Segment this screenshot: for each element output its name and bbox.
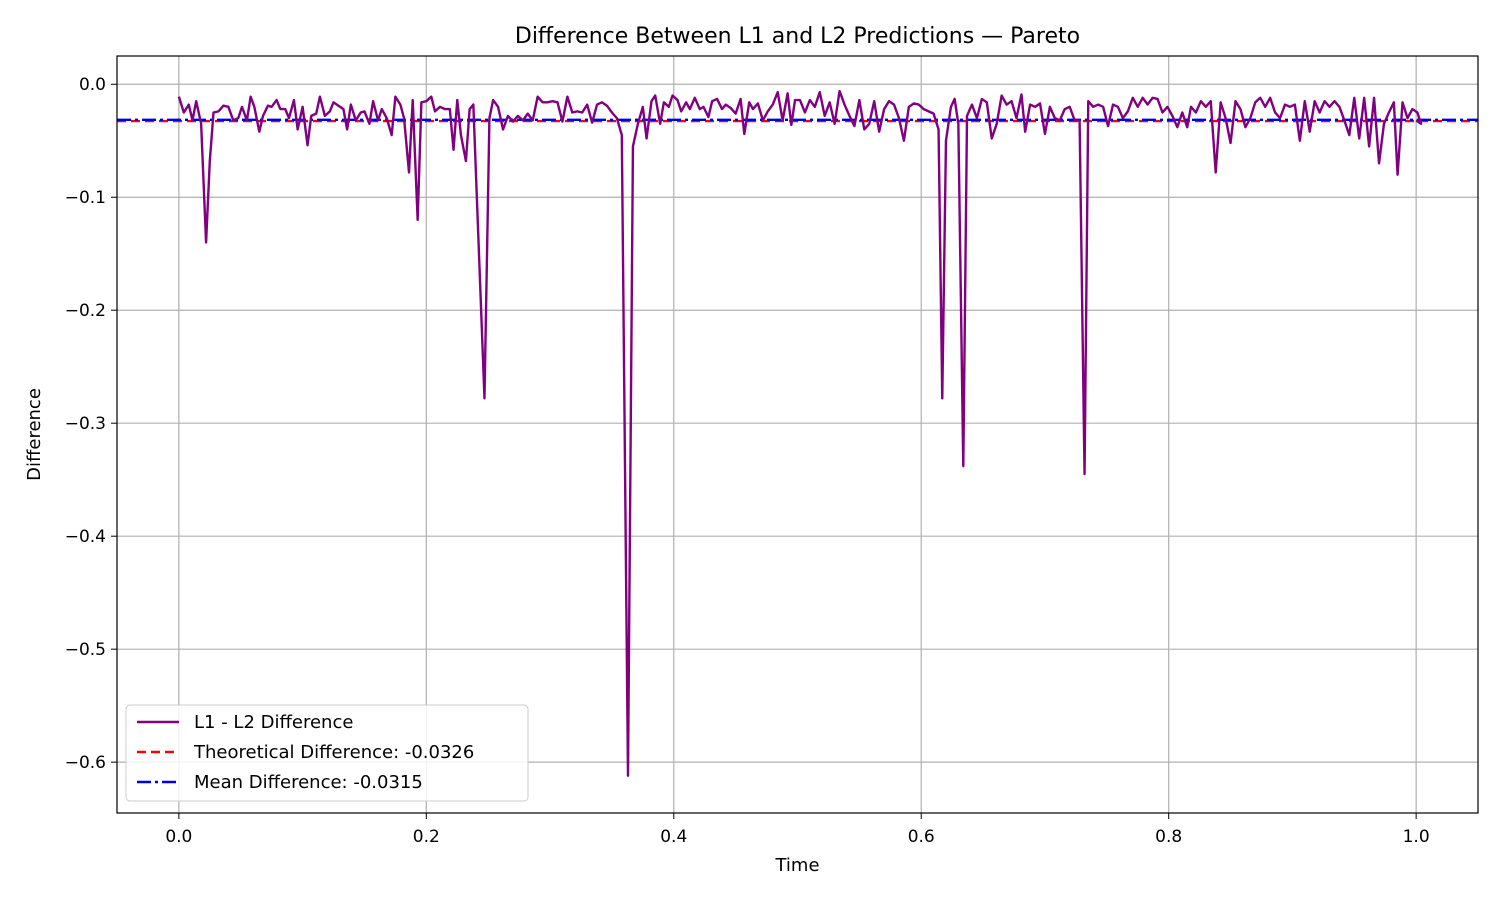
legend-label: Theoretical Difference: -0.0326 (193, 742, 474, 763)
x-axis-title: Time (774, 855, 819, 876)
legend-box (125, 704, 529, 802)
x-tick-label: 0.4 (660, 827, 687, 847)
legend-label: L1 - L2 Difference (194, 712, 353, 733)
x-tick-label: 0.6 (908, 827, 935, 847)
legend-label: Mean Difference: -0.0315 (194, 772, 423, 793)
y-axis-title: Difference (24, 388, 45, 481)
legend: L1 - L2 Difference Theoretical Difference… (125, 704, 529, 802)
x-tick-label: 0.2 (413, 827, 440, 847)
x-tick-label: 1.0 (1403, 827, 1430, 847)
y-tick-label: −0.2 (65, 301, 106, 321)
y-tick-label: −0.6 (65, 753, 106, 773)
plot-frame (116, 55, 1479, 814)
y-tick-label: 0.0 (79, 75, 106, 95)
y-tick-label: −0.4 (65, 527, 106, 547)
series-line-l1-l2-difference (177, 89, 1423, 777)
series-layer (177, 89, 1423, 777)
reference-lines (117, 118, 1478, 123)
grid (117, 56, 1478, 813)
x-axis: 0.0 0.2 0.4 0.6 0.8 1.0 (165, 813, 1430, 847)
y-axis: 0.0 −0.1 −0.2 −0.3 −0.4 −0.5 −0.6 (65, 75, 117, 773)
y-tick-label: −0.3 (65, 414, 106, 434)
y-tick-label: −0.1 (65, 188, 106, 208)
x-tick-label: 0.0 (165, 827, 192, 847)
x-tick-label: 0.8 (1155, 827, 1182, 847)
chart-title: Difference Between L1 and L2 Predictions… (515, 24, 1080, 49)
y-tick-label: −0.5 (65, 640, 106, 660)
